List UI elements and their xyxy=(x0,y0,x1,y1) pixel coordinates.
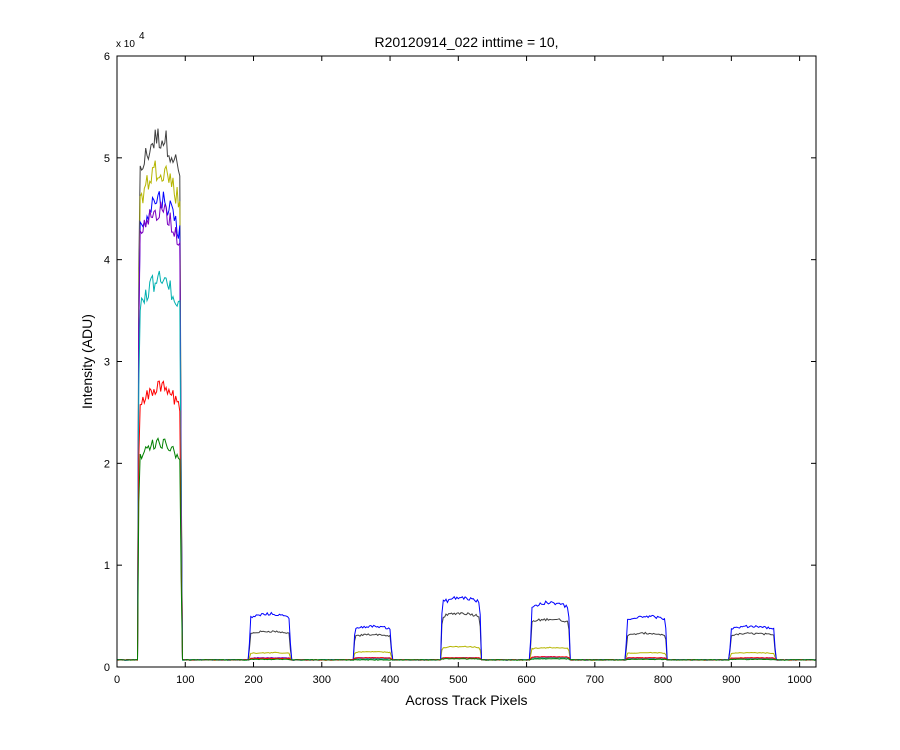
y-tick-label: 5 xyxy=(104,153,110,165)
chart-title: R20120914_022 inttime = 10, xyxy=(374,34,558,50)
x-tick-label: 900 xyxy=(722,674,740,686)
y-axis-label: Intensity (ADU) xyxy=(79,314,95,409)
series-line xyxy=(116,270,817,661)
x-tick-label: 700 xyxy=(586,674,604,686)
x-axis-label: Across Track Pixels xyxy=(405,692,527,708)
y-exponent-power: 4 xyxy=(139,31,145,42)
y-tick-label: 4 xyxy=(104,255,110,267)
series-line xyxy=(116,437,817,661)
y-tick-label: 3 xyxy=(104,357,110,369)
x-tick-label: 500 xyxy=(449,674,467,686)
y-ticks: 0 1 2 3 4 5 6 xyxy=(104,51,816,674)
y-tick-label: 2 xyxy=(104,458,110,470)
y-tick-label: 1 xyxy=(104,560,110,572)
y-tick-label: 0 xyxy=(104,662,110,674)
x-tick-label: 200 xyxy=(244,674,262,686)
x-ticks: 0 100 200 300 400 500 600 700 800 900 1000 xyxy=(114,56,812,686)
plot-lines xyxy=(116,128,817,661)
series-line xyxy=(116,160,817,661)
x-tick-label: 600 xyxy=(517,674,535,686)
x-tick-label: 100 xyxy=(176,674,194,686)
x-tick-label: 0 xyxy=(114,674,120,686)
x-tick-label: 300 xyxy=(313,674,331,686)
series-line xyxy=(116,201,817,661)
y-exponent-label: x 10 xyxy=(116,39,135,50)
x-tick-label: 400 xyxy=(381,674,399,686)
x-tick-label: 1000 xyxy=(787,674,811,686)
x-tick-label: 800 xyxy=(654,674,672,686)
series-line xyxy=(116,380,817,661)
axes-box xyxy=(116,55,817,668)
series-line xyxy=(116,191,817,661)
series-line xyxy=(116,128,817,661)
y-tick-label: 6 xyxy=(104,51,110,63)
